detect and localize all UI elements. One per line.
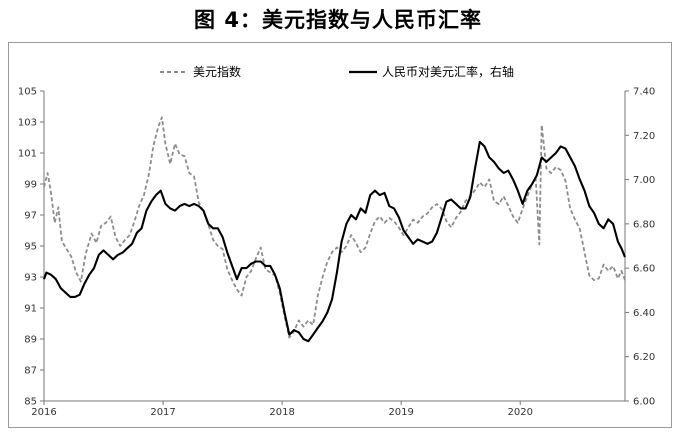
left-tick-label: 89 <box>24 335 37 346</box>
x-tick-label: 2018 <box>269 407 294 418</box>
x-tick-label: 2020 <box>508 407 533 418</box>
right-tick-label: 7.20 <box>633 131 655 142</box>
x-axis-ticks: 2016 2017 2018 2019 2020 <box>31 401 533 418</box>
right-tick-label: 6.20 <box>633 352 655 363</box>
legend-label-cny-rate: 人民币对美元汇率，右轴 <box>382 64 514 79</box>
x-tick-label: 2016 <box>31 407 56 418</box>
right-tick-label: 7.40 <box>633 87 655 98</box>
right-tick-label: 6.60 <box>633 264 655 275</box>
right-tick-label: 6.40 <box>633 308 655 319</box>
left-tick-label: 87 <box>24 366 37 377</box>
right-tick-label: 6.00 <box>633 397 655 408</box>
left-tick-label: 105 <box>18 87 37 98</box>
left-tick-label: 91 <box>24 304 37 315</box>
series-line-usd-index <box>43 116 626 339</box>
x-tick-label: 2017 <box>150 407 175 418</box>
figure-title: 图 4：美元指数与人民币汇率 <box>194 8 482 32</box>
left-axis-ticks: 85 87 89 91 93 95 97 99 101 103 105 <box>18 87 44 408</box>
left-tick-label: 95 <box>24 242 37 253</box>
x-tick-label: 2019 <box>388 407 413 418</box>
right-tick-label: 6.80 <box>633 219 655 230</box>
left-tick-label: 93 <box>24 273 37 284</box>
series-layer <box>43 116 626 343</box>
right-tick-label: 7.00 <box>633 175 655 186</box>
legend-label-usd-index: 美元指数 <box>193 64 241 79</box>
left-tick-label: 103 <box>18 118 37 129</box>
left-tick-label: 85 <box>24 397 37 408</box>
legend: 美元指数 人民币对美元汇率，右轴 <box>160 64 514 79</box>
left-tick-label: 101 <box>18 149 37 160</box>
left-tick-label: 97 <box>24 211 37 222</box>
chart-frame <box>8 42 672 428</box>
right-axis-ticks: 6.00 6.20 6.40 6.60 6.80 7.00 7.20 7.40 <box>625 87 655 408</box>
left-tick-label: 99 <box>24 180 37 191</box>
series-line-cny-rate <box>43 140 626 343</box>
